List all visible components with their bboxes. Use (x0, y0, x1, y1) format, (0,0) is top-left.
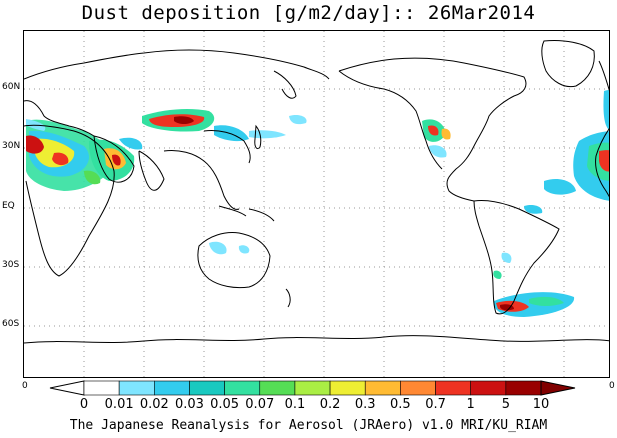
colorbar-box (505, 380, 542, 396)
world-map (23, 30, 610, 378)
colorbar-box (189, 380, 225, 396)
colorbar-level-label: 0.03 (174, 397, 204, 412)
lat-label-60s: 60S (2, 319, 20, 329)
colorbar-box (224, 380, 261, 396)
colorbar-box (294, 380, 331, 396)
colorbar-box (364, 380, 401, 396)
colorbar-box (83, 380, 120, 396)
colorbar-level-label: 0.7 (425, 397, 446, 412)
colorbar-right-end: 0 (609, 381, 615, 391)
colorbar-level-label: 0.07 (245, 397, 275, 412)
colorbar-level-label: 0.05 (210, 397, 240, 412)
colorbar-box (329, 380, 366, 396)
colorbar-box (154, 380, 190, 396)
colorbar-box (118, 380, 155, 396)
colorbar-left-end: 0 (22, 381, 28, 391)
lat-label-30n: 30N (2, 141, 21, 151)
colorbar-level-label: 0.1 (284, 397, 306, 412)
lat-label-30s: 30S (2, 260, 20, 270)
colorbar-box (435, 380, 471, 396)
colorbar-level-label: 5 (501, 397, 510, 412)
colorbar (49, 380, 576, 396)
colorbar-box (259, 380, 296, 396)
colorbar-level-label: 10 (532, 397, 550, 412)
colorbar-level-label: 0.2 (319, 397, 341, 412)
colorbar-box (470, 380, 507, 396)
lat-label-eq: EQ (2, 201, 15, 211)
colorbar-level-label: 0.3 (354, 397, 376, 412)
colorbar-level-label: 0.01 (104, 397, 134, 412)
colorbar-level-label: 0.02 (139, 397, 169, 412)
colorbar-right-arrow (540, 380, 576, 396)
colorbar-level-label: 1 (466, 397, 475, 412)
footer-credit: The Japanese Reanalysis for Aerosol (JRA… (69, 418, 548, 433)
colorbar-level-label: 0.5 (390, 397, 411, 412)
lat-label-60n: 60N (2, 82, 21, 92)
colorbar-box (400, 380, 436, 396)
dust-deposition-field (26, 90, 609, 317)
map-gridlines (24, 31, 609, 377)
colorbar-level-label: 0 (79, 397, 89, 412)
coastlines (24, 40, 609, 344)
colorbar-left-arrow (49, 380, 85, 396)
map-title: Dust deposition [g/m2/day]:: 26Mar2014 (81, 2, 536, 24)
